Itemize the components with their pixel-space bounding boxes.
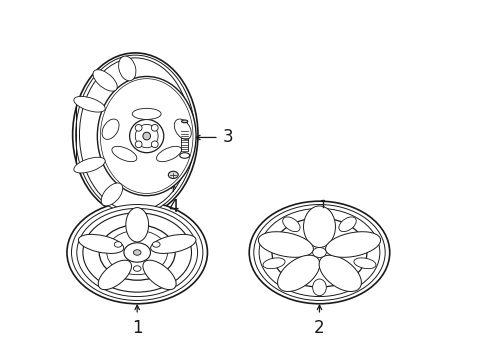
Ellipse shape xyxy=(75,55,195,214)
Ellipse shape xyxy=(73,53,198,216)
Ellipse shape xyxy=(180,153,190,158)
Ellipse shape xyxy=(78,234,124,253)
Ellipse shape xyxy=(72,204,203,301)
Ellipse shape xyxy=(151,125,158,131)
Ellipse shape xyxy=(67,201,207,304)
Text: 4: 4 xyxy=(168,198,178,216)
Ellipse shape xyxy=(98,260,131,290)
Ellipse shape xyxy=(319,255,362,292)
Ellipse shape xyxy=(156,147,181,162)
Ellipse shape xyxy=(124,243,150,262)
Ellipse shape xyxy=(74,157,105,173)
Ellipse shape xyxy=(102,119,119,139)
Ellipse shape xyxy=(114,242,122,247)
Ellipse shape xyxy=(112,147,137,162)
Ellipse shape xyxy=(151,141,158,148)
Text: 2: 2 xyxy=(314,319,325,337)
Ellipse shape xyxy=(298,237,341,268)
Ellipse shape xyxy=(135,125,158,148)
Text: 3: 3 xyxy=(222,129,233,147)
Ellipse shape xyxy=(277,255,320,292)
Ellipse shape xyxy=(77,208,197,297)
Ellipse shape xyxy=(303,206,336,247)
Ellipse shape xyxy=(135,125,142,131)
Ellipse shape xyxy=(143,132,150,140)
Ellipse shape xyxy=(79,58,191,211)
Ellipse shape xyxy=(283,217,300,231)
Ellipse shape xyxy=(133,250,141,255)
Ellipse shape xyxy=(339,217,356,231)
Ellipse shape xyxy=(143,260,176,290)
Ellipse shape xyxy=(313,279,326,296)
Ellipse shape xyxy=(93,70,117,91)
Ellipse shape xyxy=(182,120,188,123)
Text: 1: 1 xyxy=(132,319,143,337)
Ellipse shape xyxy=(135,141,142,148)
Ellipse shape xyxy=(313,247,326,257)
Ellipse shape xyxy=(83,213,192,292)
Ellipse shape xyxy=(74,96,105,112)
Ellipse shape xyxy=(100,79,193,193)
Ellipse shape xyxy=(98,76,196,195)
Ellipse shape xyxy=(129,120,164,153)
Ellipse shape xyxy=(272,218,367,287)
Ellipse shape xyxy=(150,234,196,253)
Ellipse shape xyxy=(254,204,385,301)
Ellipse shape xyxy=(101,183,122,206)
Ellipse shape xyxy=(259,208,380,297)
Ellipse shape xyxy=(107,230,168,275)
Ellipse shape xyxy=(174,119,191,139)
Ellipse shape xyxy=(152,242,160,247)
Ellipse shape xyxy=(169,171,178,179)
Ellipse shape xyxy=(99,225,175,280)
Ellipse shape xyxy=(258,232,314,257)
Ellipse shape xyxy=(249,201,390,304)
Ellipse shape xyxy=(133,266,141,271)
Ellipse shape xyxy=(126,208,148,242)
Ellipse shape xyxy=(325,232,381,257)
Ellipse shape xyxy=(263,258,285,269)
Ellipse shape xyxy=(132,108,161,120)
Ellipse shape xyxy=(354,258,376,269)
Ellipse shape xyxy=(119,56,136,81)
